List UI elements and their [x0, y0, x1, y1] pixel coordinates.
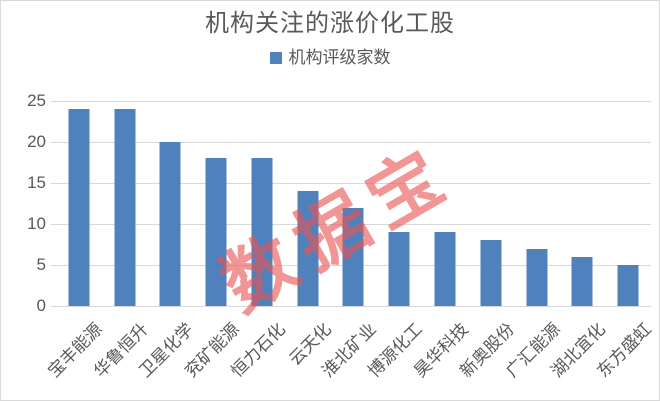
y-axis: 0 5 10 15 20 25 — [1, 92, 48, 315]
x-slot: 湖北宜化 — [548, 306, 610, 398]
bar — [342, 207, 364, 306]
bar — [68, 109, 90, 306]
y-axis-tick-label: 20 — [27, 132, 46, 151]
bar — [571, 256, 593, 306]
x-slot: 广汇能源 — [502, 306, 564, 398]
x-slot: 宝丰能源 — [44, 306, 106, 398]
x-slot: 新奥股份 — [456, 306, 518, 398]
bar — [159, 142, 181, 306]
gridline — [51, 305, 651, 307]
x-slot: 卫星化学 — [136, 306, 198, 398]
legend: 机构评级家数 — [1, 48, 659, 67]
bar-slot — [193, 101, 239, 306]
bar — [251, 158, 273, 306]
bar — [526, 248, 548, 306]
bar-slot — [559, 101, 605, 306]
bar-slot — [514, 101, 560, 306]
legend-label: 机构评级家数 — [288, 48, 391, 67]
bar — [480, 240, 502, 306]
bar — [297, 191, 319, 306]
bars — [56, 101, 651, 306]
x-slot: 云天化 — [285, 306, 334, 398]
bar-slot — [56, 101, 102, 306]
legend-swatch-icon — [269, 52, 282, 64]
gridline — [51, 182, 651, 184]
bar-slot — [239, 101, 285, 306]
x-slot: 博源化工 — [365, 306, 427, 398]
x-slot: 华鲁恒升 — [90, 306, 152, 398]
chart-title: 机构关注的涨价化工股 — [205, 10, 455, 37]
y-axis-tick-label: 25 — [27, 91, 46, 110]
gridline — [51, 141, 651, 143]
bar — [114, 109, 136, 306]
bar-slot — [468, 101, 514, 306]
x-axis-labels: 宝丰能源 华鲁恒升 卫星化学 兖矿能源 恒力石化 云天化 淮北矿业 博源化工 昊华科技 新奥股份广… — [44, 306, 656, 398]
y-axis-tick-label: 10 — [27, 214, 46, 233]
bar — [205, 158, 227, 306]
x-slot: 淮北矿业 — [319, 306, 381, 398]
bar-slot — [376, 101, 422, 306]
bar — [388, 232, 410, 306]
x-slot: 昊华科技 — [410, 306, 472, 398]
y-axis-tick-label: 15 — [27, 173, 46, 192]
bar-slot — [331, 101, 377, 306]
x-slot: 东方盛虹 — [594, 306, 656, 398]
bar — [434, 232, 456, 306]
gridline — [51, 100, 651, 102]
y-axis-tick-label: 5 — [36, 255, 46, 274]
bar-slot — [102, 101, 148, 306]
bar-slot — [148, 101, 194, 306]
plot-area — [51, 100, 651, 307]
bar-slot — [422, 101, 468, 306]
bar-slot — [605, 101, 651, 306]
bar — [617, 265, 639, 306]
bar-slot — [285, 101, 331, 306]
x-slot: 兖矿能源 — [182, 306, 244, 398]
y-axis-tick-label: 0 — [36, 296, 46, 315]
